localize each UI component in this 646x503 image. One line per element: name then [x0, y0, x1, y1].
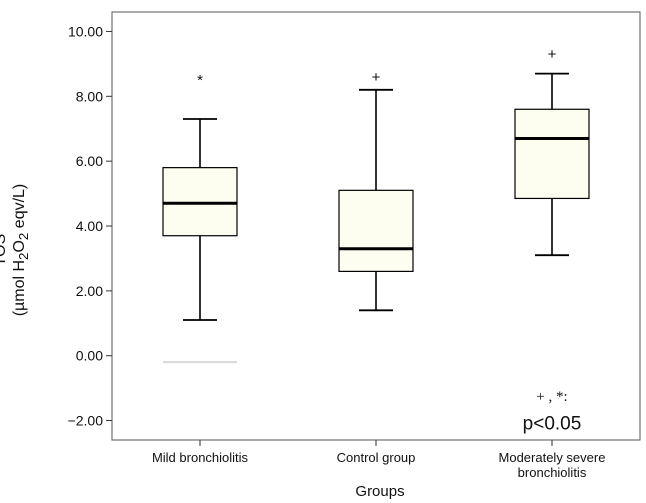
- y-tick-label: 2.00: [76, 283, 103, 299]
- y-tick-label: 4.00: [76, 218, 103, 234]
- y-axis-label-subscript: 2: [16, 252, 32, 260]
- box-group: +: [338, 69, 414, 312]
- y-axis-label-part: eqv/L): [10, 183, 28, 233]
- y-tick-label: 8.00: [76, 88, 103, 104]
- outlier-marker: +: [372, 69, 381, 86]
- y-axis-label-part: O: [10, 240, 28, 253]
- annotation-pvalue: p<0.05: [523, 414, 582, 435]
- y-axis-label-subscript: 2: [16, 232, 32, 241]
- y-tick-label: 0.00: [76, 348, 103, 364]
- annotation-symbols: + , *:: [536, 389, 567, 405]
- x-tick-label: Mild bronchiolitis: [152, 450, 249, 465]
- y-axis: −2.00 0.00 2.00 4.00 6.00 8.00 10.00: [68, 23, 112, 429]
- iqr-box: [514, 108, 590, 200]
- x-tick-label: bronchiolitis: [518, 465, 587, 480]
- iqr-box: [162, 167, 238, 237]
- y-tick-label: 10.00: [68, 23, 103, 39]
- outlier-marker: *: [197, 72, 203, 89]
- x-axis: Mild bronchiolitis Control group Moderatel…: [152, 440, 606, 480]
- y-axis-label-line1: TOS: [0, 233, 9, 267]
- iqr-box: [338, 189, 414, 272]
- y-tick-label: 6.00: [76, 153, 103, 169]
- x-tick-label: Control group: [337, 450, 416, 465]
- y-tick-label: −2.00: [68, 413, 104, 429]
- boxes: * + +: [162, 46, 590, 364]
- y-axis-label-part: (µmol H: [10, 259, 28, 317]
- x-axis-label: Groups: [355, 483, 405, 500]
- significance-annotation: + , *: p<0.05: [523, 389, 582, 435]
- y-axis-label-line2: (µmol H2O2 eqv/L): [10, 184, 33, 317]
- outlier-marker: +: [548, 46, 557, 63]
- box-group: +: [514, 46, 590, 257]
- box-group: *: [162, 72, 238, 364]
- x-tick-label: Moderately severe: [499, 450, 606, 465]
- y-axis-label: TOS (µmol H2O2 eqv/L): [0, 184, 33, 317]
